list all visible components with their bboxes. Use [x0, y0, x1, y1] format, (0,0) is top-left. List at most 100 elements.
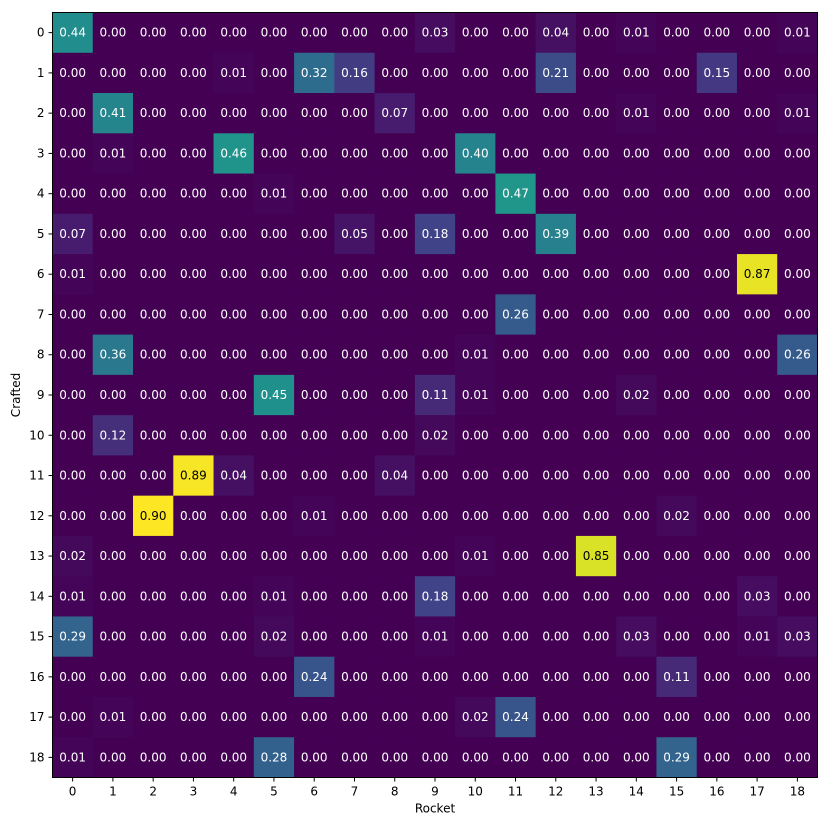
cell-value-r1-c9: 0.00 [422, 66, 449, 80]
heatmap-cell-r9-c7 [334, 374, 376, 416]
heatmap-cell-r15-c15 [656, 616, 698, 658]
y-tick-label-12: 12 [29, 509, 44, 523]
cell-value-r1-c4: 0.01 [220, 66, 247, 80]
heatmap-cell-r2-c12 [535, 93, 577, 134]
cell-value-r7-c3: 0.00 [180, 307, 207, 321]
heatmap-cell-r5-c13 [575, 213, 617, 255]
cell-value-r4-c0: 0.00 [59, 187, 86, 201]
cell-value-r12-c9: 0.00 [422, 509, 449, 523]
heatmap-cell-r13-c1 [92, 535, 134, 577]
cell-value-r18-c9: 0.00 [422, 750, 449, 764]
heatmap-cell-r16-c18 [777, 656, 818, 698]
heatmap-cell-r3-c10 [455, 133, 496, 175]
cell-value-r18-c10: 0.00 [462, 750, 489, 764]
heatmap-cell-r9-c12 [535, 374, 577, 416]
heatmap-cell-r16-c5 [253, 656, 295, 698]
heatmap-cell-r13-c14 [616, 535, 657, 577]
cell-value-r17-c2: 0.00 [140, 710, 167, 724]
cell-value-r12-c15: 0.02 [663, 509, 690, 523]
heatmap-cell-r2-c15 [656, 93, 698, 134]
heatmap-cell-r2-c11 [495, 93, 537, 134]
cell-value-r6-c10: 0.00 [462, 267, 489, 281]
heatmap-cell-r14-c4 [213, 576, 255, 617]
cell-value-r0-c12: 0.04 [542, 26, 569, 40]
cell-value-r5-c17: 0.00 [744, 227, 771, 241]
heatmap-cell-r6-c15 [656, 254, 698, 295]
y-tick-label-16: 16 [29, 670, 44, 684]
heatmap-cell-r11-c6 [294, 455, 335, 497]
cell-value-r8-c4: 0.00 [220, 348, 247, 362]
heatmap-cell-r1-c8 [374, 52, 416, 94]
heatmap-cell-r12-c11 [495, 495, 537, 537]
heatmap-cell-r2-c6 [294, 93, 335, 134]
cell-value-r4-c14: 0.00 [623, 187, 650, 201]
cell-value-r7-c5: 0.00 [261, 307, 288, 321]
cell-value-r15-c3: 0.00 [180, 630, 207, 644]
cell-value-r16-c11: 0.00 [502, 670, 529, 684]
y-tick-label-7: 7 [37, 307, 45, 321]
heatmap-cell-r4-c11 [495, 173, 537, 215]
cell-value-r15-c13: 0.00 [583, 630, 610, 644]
heatmap-cell-r1-c11 [495, 52, 537, 94]
cell-value-r18-c7: 0.00 [341, 750, 368, 764]
heatmap-cell-r4-c10 [455, 173, 496, 215]
y-tick-label-14: 14 [29, 589, 44, 603]
heatmap-cell-r2-c14 [616, 93, 657, 134]
heatmap-cell-r0-c11 [495, 12, 537, 54]
cell-value-r16-c2: 0.00 [140, 670, 167, 684]
cell-value-r6-c8: 0.00 [381, 267, 408, 281]
heatmap-cell-r6-c2 [133, 254, 174, 295]
cell-value-r3-c8: 0.00 [381, 146, 408, 160]
heatmap-cell-r1-c9 [414, 52, 456, 94]
heatmap-cell-r17-c6 [294, 696, 335, 738]
cell-value-r16-c14: 0.00 [623, 670, 650, 684]
heatmap-cell-r10-c10 [455, 415, 496, 456]
cell-value-r16-c8: 0.00 [381, 670, 408, 684]
y-tick-label-6: 6 [37, 267, 45, 281]
x-tick-label-15: 15 [669, 785, 684, 799]
cell-value-r9-c12: 0.00 [542, 388, 569, 402]
heatmap-cell-r7-c18 [777, 294, 818, 336]
heatmap-cell-r7-c8 [374, 294, 416, 336]
cell-value-r12-c2: 0.90 [140, 509, 167, 523]
heatmap-cell-r13-c18 [777, 535, 818, 577]
y-tick-label-8: 8 [37, 348, 45, 362]
heatmap-cell-r16-c2 [133, 656, 174, 698]
cell-value-r17-c15: 0.00 [663, 710, 690, 724]
heatmap-cell-r13-c6 [294, 535, 335, 577]
heatmap-cell-r8-c10 [455, 334, 496, 376]
heatmap-cell-r4-c7 [334, 173, 376, 215]
heatmap-cell-r17-c11 [495, 696, 537, 738]
heatmap-cell-r8-c3 [173, 334, 215, 376]
heatmap-cell-r17-c7 [334, 696, 376, 738]
heatmap-cell-r4-c6 [294, 173, 335, 215]
heatmap-cell-r1-c2 [133, 52, 174, 94]
cell-value-r3-c5: 0.00 [261, 146, 288, 160]
y-tick-label-15: 15 [29, 630, 44, 644]
cell-value-r8-c18: 0.26 [784, 348, 811, 362]
y-tick-label-4: 4 [37, 187, 45, 201]
heatmap-cell-r2-c18 [777, 93, 818, 134]
x-tick-label-10: 10 [468, 785, 483, 799]
cell-value-r11-c10: 0.00 [462, 469, 489, 483]
cell-value-r18-c0: 0.01 [59, 750, 86, 764]
cell-value-r0-c18: 0.01 [784, 26, 811, 40]
heatmap-cell-r10-c4 [213, 415, 255, 456]
cell-value-r0-c2: 0.00 [140, 26, 167, 40]
cell-value-r18-c14: 0.00 [623, 750, 650, 764]
heatmap-cell-r5-c15 [656, 213, 698, 255]
heatmap-cell-r5-c16 [696, 213, 738, 255]
cell-value-r13-c13: 0.85 [583, 549, 610, 563]
cell-value-r7-c7: 0.00 [341, 307, 368, 321]
heatmap-cell-r1-c4 [213, 52, 255, 94]
cell-value-r16-c6: 0.24 [301, 670, 328, 684]
heatmap-cell-r8-c1 [92, 334, 134, 376]
cell-value-r14-c6: 0.00 [301, 589, 328, 603]
cell-value-r9-c1: 0.00 [100, 388, 127, 402]
cell-value-r8-c3: 0.00 [180, 348, 207, 362]
cell-value-r4-c8: 0.00 [381, 187, 408, 201]
heatmap-cell-r4-c0 [52, 173, 94, 215]
heatmap-cell-r17-c0 [52, 696, 94, 738]
heatmap-cell-r5-c18 [777, 213, 818, 255]
heatmap-cell-r18-c18 [777, 737, 818, 778]
